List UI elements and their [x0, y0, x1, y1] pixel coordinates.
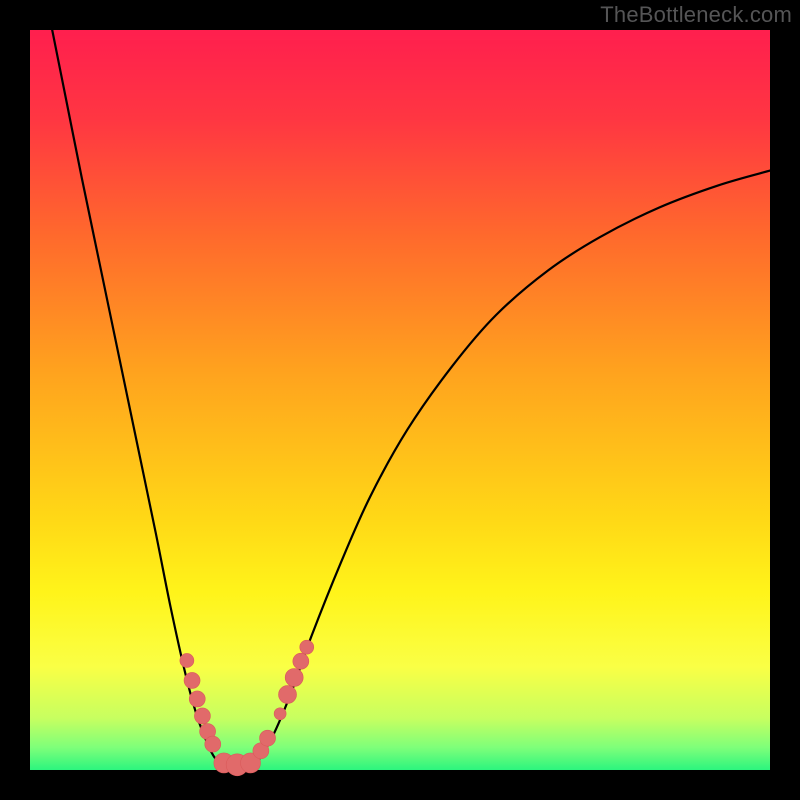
marker-point: [189, 691, 205, 707]
series-right-branch: [252, 171, 770, 767]
marker-point: [260, 730, 276, 746]
marker-point: [194, 708, 210, 724]
marker-point: [279, 686, 297, 704]
marker-point: [285, 669, 303, 687]
series-left-branch: [52, 30, 230, 768]
marker-point: [184, 672, 200, 688]
chart-frame: TheBottleneck.com: [0, 0, 800, 800]
markers-group: [180, 640, 314, 776]
marker-point: [293, 653, 309, 669]
marker-point: [180, 653, 194, 667]
marker-point: [274, 708, 286, 720]
series-group: [52, 30, 770, 769]
marker-point: [300, 640, 314, 654]
marker-point: [205, 736, 221, 752]
curve-overlay: [0, 0, 800, 800]
